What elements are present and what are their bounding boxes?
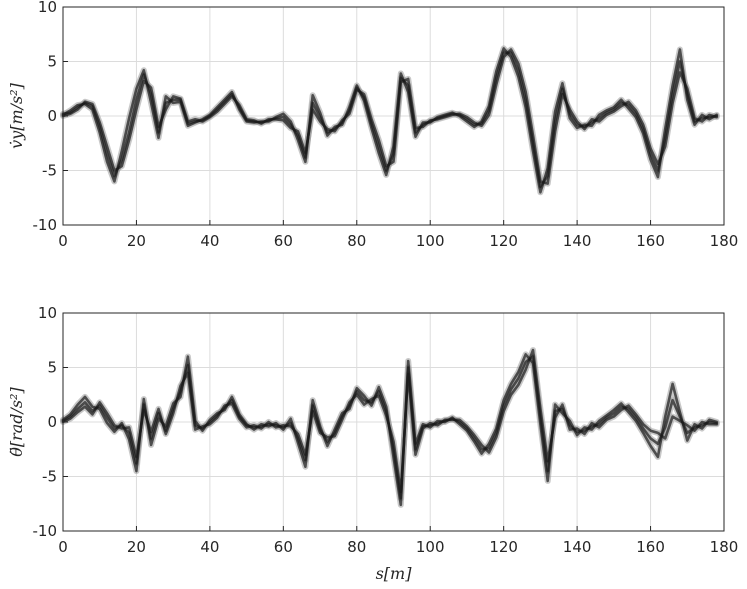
top-x-tick-label: 60	[274, 232, 293, 250]
bottom-x-tick-label: 60	[274, 538, 293, 556]
top-y-tick-label: 0	[47, 107, 57, 125]
bottom-tick-labels: 0 20 40 60 80 100 120 140 160 180 -10 -5 0 5 10	[33, 304, 739, 556]
top-x-tick-label: 0	[58, 232, 68, 250]
top-y-axis-label: v̇y[m/s²]	[7, 82, 26, 149]
top-x-tick-label: 180	[710, 232, 739, 250]
bottom-x-tick-label: 140	[563, 538, 592, 556]
bottom-x-tick-label: 40	[200, 538, 219, 556]
top-x-tick-label: 20	[127, 232, 146, 250]
bottom-y-axis-label: θ̈[rad/s²]	[7, 386, 26, 456]
top-tick-labels: 0 20 40 60 80 100 120 140 160 180 -10 -5 0 5 10	[33, 0, 739, 250]
top-grid	[63, 7, 724, 225]
bottom-x-tick-label: 80	[347, 538, 366, 556]
top-x-tick-label: 140	[563, 232, 592, 250]
bottom-y-tick-label: 0	[47, 413, 57, 431]
bottom-x-tick-label: 180	[710, 538, 739, 556]
bottom-x-tick-label: 160	[636, 538, 665, 556]
bottom-series-lines	[61, 348, 718, 507]
bottom-x-tick-label: 20	[127, 538, 146, 556]
top-x-tick-label: 100	[416, 232, 445, 250]
top-x-tick-label: 80	[347, 232, 366, 250]
top-y-tick-label: 10	[38, 0, 57, 16]
bottom-y-tick-label: -10	[33, 522, 58, 540]
top-x-tick-label: 40	[200, 232, 219, 250]
top-y-tick-label: -10	[33, 216, 58, 234]
bottom-x-tick-label: 100	[416, 538, 445, 556]
bottom-x-tick-label: 0	[58, 538, 68, 556]
bottom-x-axis-label: s[m]	[376, 564, 413, 583]
bottom-y-tick-label: -5	[42, 468, 57, 486]
bottom-y-tick-label: 10	[38, 304, 57, 322]
top-series-lines	[61, 47, 718, 194]
bottom-x-tick-label: 120	[489, 538, 518, 556]
top-y-tick-label: 5	[47, 53, 57, 71]
top-series-line-2	[61, 48, 718, 185]
bottom-y-tick-label: 5	[47, 359, 57, 377]
top-y-tick-label: -5	[42, 162, 57, 180]
top-x-tick-label: 120	[489, 232, 518, 250]
bottom-subplot: 0 20 40 60 80 100 120 140 160 180 -10 -5 0 5 10 θ̈[rad…	[7, 304, 738, 583]
top-x-tick-label: 160	[636, 232, 665, 250]
top-series-line-1	[61, 47, 718, 194]
top-subplot: 0 20 40 60 80 100 120 140 160 180 -10 -5 0 5 10 v̇y[m/…	[7, 0, 738, 250]
bottom-series-line-2	[61, 348, 718, 494]
